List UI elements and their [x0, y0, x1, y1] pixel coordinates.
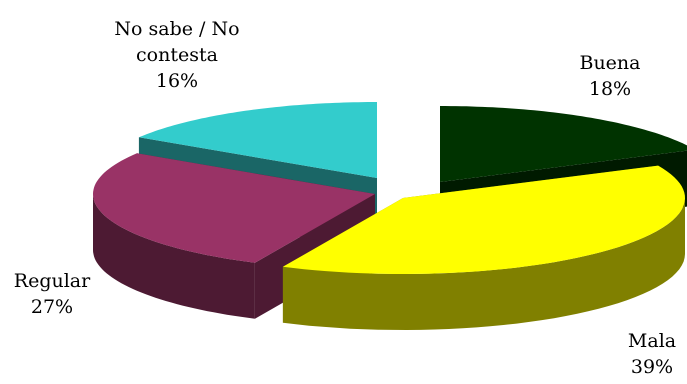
slice-label-regular: Regular 27%	[0, 268, 104, 320]
slice-mala	[282, 165, 685, 330]
slice-label-mala: Mala 39%	[618, 328, 686, 380]
slice-label-mala-name: Mala	[627, 330, 677, 352]
slice-mala-side	[282, 198, 685, 330]
slice-label-no-sabe-name-line2: contesta	[136, 44, 218, 66]
slice-label-regular-name: Regular	[13, 270, 91, 292]
slice-label-no-sabe-value: 16%	[155, 70, 199, 92]
slice-no-sabe-no-contesta-top	[138, 102, 377, 178]
slice-label-buena-name: Buena	[579, 52, 641, 74]
slice-regular-side	[93, 194, 255, 319]
slice-label-no-sabe-name-line1: No sabe / No	[114, 18, 240, 40]
slice-label-regular-value: 27%	[30, 296, 74, 318]
slice-label-buena: Buena 18%	[560, 50, 660, 102]
slice-regular-top	[93, 153, 375, 263]
slice-label-mala-value: 39%	[630, 356, 674, 378]
slice-label-no-sabe: No sabe / No contesta 16%	[96, 16, 258, 94]
slice-label-buena-value: 18%	[588, 78, 632, 100]
slice-buena-top	[440, 106, 687, 182]
slice-mala-top	[282, 165, 685, 274]
